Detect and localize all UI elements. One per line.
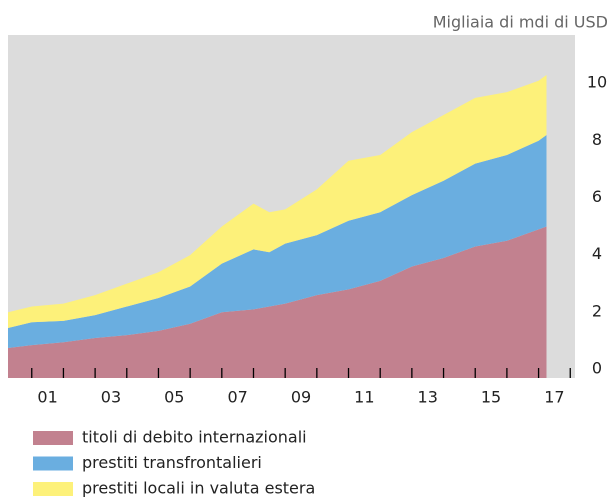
y-tick-label: 4 bbox=[592, 244, 602, 263]
y-tick-label: 2 bbox=[592, 301, 602, 320]
y-tick-label: 0 bbox=[592, 359, 602, 378]
legend-label: prestiti locali in valuta estera bbox=[82, 479, 315, 497]
area bbox=[8, 75, 547, 328]
legend-swatch bbox=[33, 456, 73, 471]
legend-swatch bbox=[33, 482, 73, 496]
area bbox=[8, 226, 547, 378]
area bbox=[8, 135, 547, 348]
x-tick-label: 03 bbox=[101, 388, 121, 407]
legend-swatch bbox=[33, 431, 73, 445]
x-tick-label: 01 bbox=[37, 388, 57, 407]
x-tick-label: 09 bbox=[291, 388, 311, 407]
y-tick-label: 8 bbox=[592, 130, 602, 149]
legend-label: prestiti transfrontalieri bbox=[82, 453, 262, 472]
unit-label: Migliaia di mdi di USD bbox=[433, 13, 608, 32]
x-tick-label: 13 bbox=[418, 388, 438, 407]
y-tick-label: 10 bbox=[587, 73, 607, 92]
x-tick-label: 11 bbox=[354, 388, 374, 407]
x-tick-label: 07 bbox=[227, 388, 247, 407]
x-tick-label: 15 bbox=[481, 388, 501, 407]
legend-label: titoli di debito internazionali bbox=[82, 428, 307, 447]
x-tick-label: 17 bbox=[544, 388, 564, 407]
y-tick-label: 6 bbox=[592, 187, 602, 206]
x-tick-label: 05 bbox=[164, 388, 184, 407]
